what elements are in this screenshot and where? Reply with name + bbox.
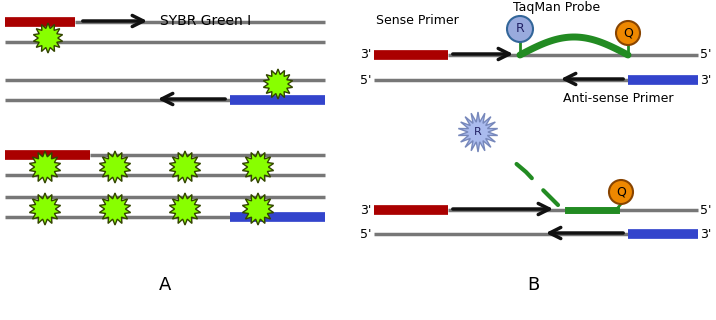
Text: A: A bbox=[159, 276, 171, 294]
Text: Q: Q bbox=[623, 27, 633, 39]
Polygon shape bbox=[243, 193, 274, 225]
Text: 5': 5' bbox=[700, 204, 712, 217]
Polygon shape bbox=[34, 23, 62, 53]
Polygon shape bbox=[263, 69, 293, 99]
Text: 3': 3' bbox=[360, 49, 372, 61]
Polygon shape bbox=[243, 151, 274, 183]
Text: SYBR Green I: SYBR Green I bbox=[160, 14, 251, 28]
Text: R: R bbox=[516, 22, 524, 36]
Polygon shape bbox=[29, 151, 61, 183]
Polygon shape bbox=[100, 151, 130, 183]
Text: 3': 3' bbox=[360, 204, 372, 217]
Text: 3': 3' bbox=[700, 74, 712, 86]
Text: 5': 5' bbox=[360, 74, 372, 86]
Text: 5': 5' bbox=[360, 228, 372, 241]
Polygon shape bbox=[29, 193, 61, 225]
Text: B: B bbox=[527, 276, 539, 294]
Polygon shape bbox=[458, 112, 498, 152]
Text: 3': 3' bbox=[700, 228, 712, 241]
Circle shape bbox=[507, 16, 533, 42]
Text: Sense Primer: Sense Primer bbox=[376, 13, 459, 27]
Circle shape bbox=[616, 21, 640, 45]
Circle shape bbox=[609, 180, 633, 204]
Text: R: R bbox=[474, 127, 482, 137]
Polygon shape bbox=[170, 193, 200, 225]
Text: Q: Q bbox=[616, 186, 626, 198]
Text: 5': 5' bbox=[700, 49, 712, 61]
Text: TaqMan Probe: TaqMan Probe bbox=[513, 2, 600, 14]
Polygon shape bbox=[100, 193, 130, 225]
Polygon shape bbox=[170, 151, 200, 183]
Text: Anti-sense Primer: Anti-sense Primer bbox=[563, 92, 674, 105]
